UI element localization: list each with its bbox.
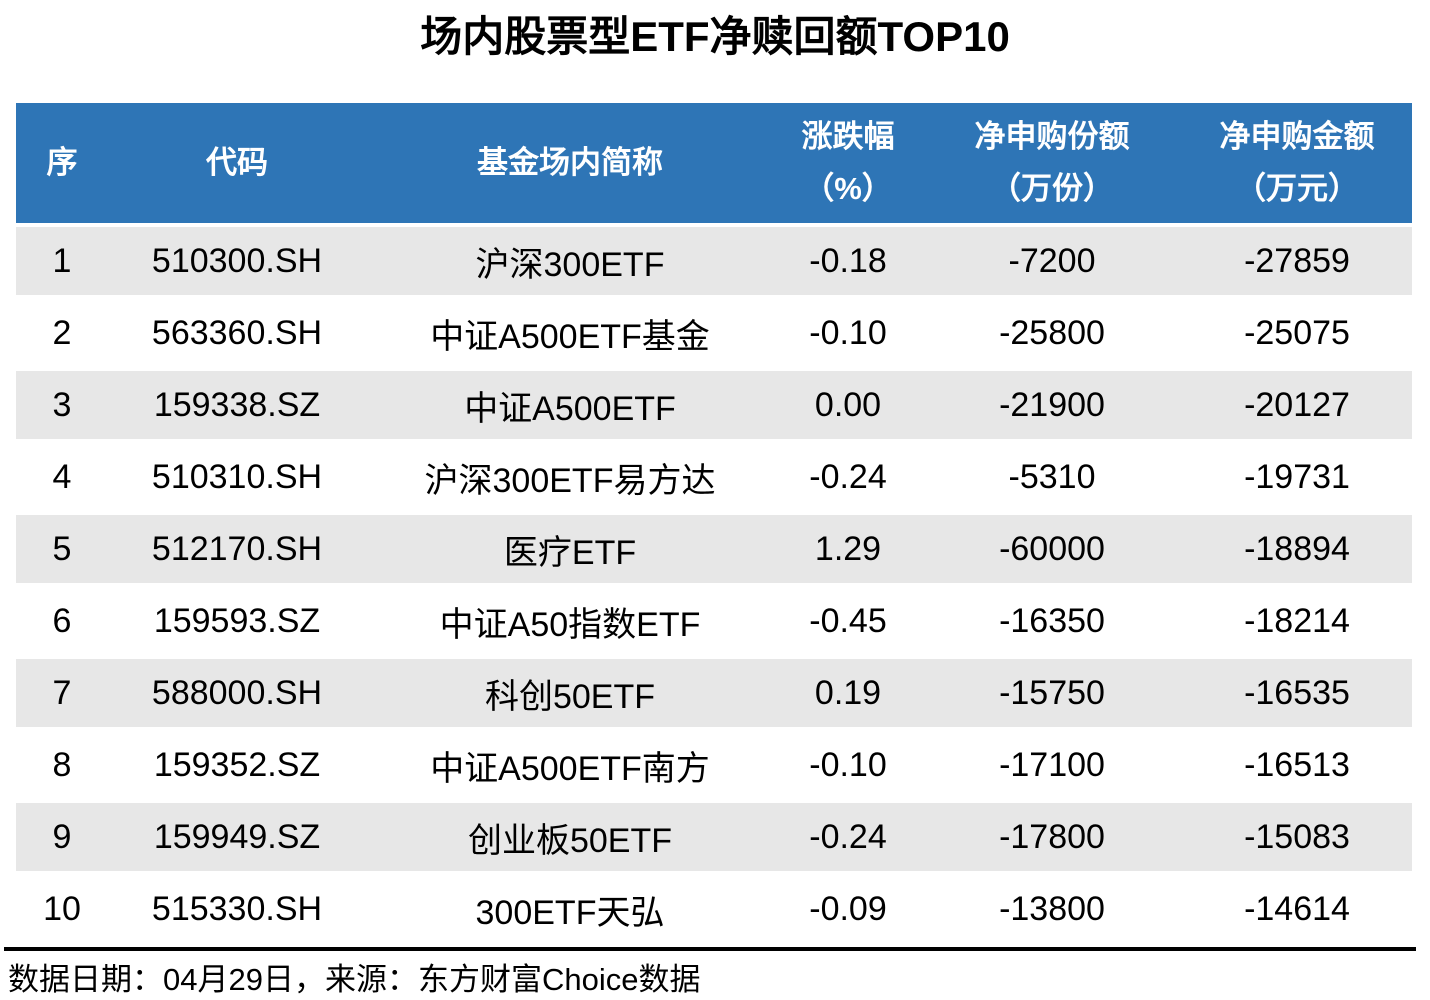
cell-code: 515330.SH bbox=[108, 873, 366, 947]
table-row: 7 588000.SH 科创50ETF 0.19 -15750 -16535 bbox=[16, 657, 1412, 731]
cell-change-pct: -0.18 bbox=[774, 225, 922, 299]
table-body: 1 510300.SH 沪深300ETF -0.18 -7200 -27859 2 56336… bbox=[16, 225, 1412, 947]
etf-redemption-table: 序 代码 基金场内简称 涨跌幅 （%） 净申购份额 （万份） 净申购金额 （万 bbox=[16, 103, 1412, 947]
table-row: 5 512170.SH 医疗ETF 1.29 -60000 -18894 bbox=[16, 513, 1412, 587]
cell-seq: 5 bbox=[16, 513, 108, 587]
col-header-code: 代码 bbox=[108, 103, 366, 227]
cell-net-shares: -16350 bbox=[922, 585, 1182, 659]
cell-name: 沪深300ETF易方达 bbox=[366, 441, 774, 515]
cell-seq: 1 bbox=[16, 225, 108, 299]
cell-net-amount: -18894 bbox=[1182, 513, 1412, 587]
cell-code: 510310.SH bbox=[108, 441, 366, 515]
cell-net-shares: -17800 bbox=[922, 801, 1182, 875]
cell-change-pct: -0.09 bbox=[774, 873, 922, 947]
cell-name: 创业板50ETF bbox=[366, 801, 774, 875]
col-header-net-shares: 净申购份额 （万份） bbox=[922, 103, 1182, 227]
cell-name: 中证A500ETF南方 bbox=[366, 729, 774, 803]
cell-net-amount: -19731 bbox=[1182, 441, 1412, 515]
col-header-code-label: 代码 bbox=[206, 145, 268, 180]
table-row: 10 515330.SH 300ETF天弘 -0.09 -13800 -14614 bbox=[16, 873, 1412, 947]
cell-net-shares: -5310 bbox=[922, 441, 1182, 515]
cell-name: 300ETF天弘 bbox=[366, 873, 774, 947]
cell-name: 中证A500ETF基金 bbox=[366, 297, 774, 371]
cell-net-amount: -25075 bbox=[1182, 297, 1412, 371]
col-header-seq-label: 序 bbox=[46, 145, 78, 180]
cell-code: 512170.SH bbox=[108, 513, 366, 587]
cell-change-pct: -0.10 bbox=[774, 729, 922, 803]
cell-net-amount: -15083 bbox=[1182, 801, 1412, 875]
cell-name: 中证A50指数ETF bbox=[366, 585, 774, 659]
cell-code: 159593.SZ bbox=[108, 585, 366, 659]
cell-net-shares: -13800 bbox=[922, 873, 1182, 947]
table-row: 1 510300.SH 沪深300ETF -0.18 -7200 -27859 bbox=[16, 225, 1412, 299]
col-header-net-amount-unit: （万元） bbox=[1235, 171, 1359, 206]
cell-net-shares: -60000 bbox=[922, 513, 1182, 587]
cell-code: 510300.SH bbox=[108, 225, 366, 299]
cell-change-pct: 0.00 bbox=[774, 369, 922, 443]
cell-name: 科创50ETF bbox=[366, 657, 774, 731]
cell-net-amount: -14614 bbox=[1182, 873, 1412, 947]
col-header-name: 基金场内简称 bbox=[366, 103, 774, 227]
table-header-row: 序 代码 基金场内简称 涨跌幅 （%） 净申购份额 （万份） 净申购金额 （万 bbox=[16, 103, 1412, 227]
cell-name: 沪深300ETF bbox=[366, 225, 774, 299]
cell-net-amount: -16513 bbox=[1182, 729, 1412, 803]
cell-net-amount: -20127 bbox=[1182, 369, 1412, 443]
col-header-net-shares-unit: （万份） bbox=[990, 171, 1114, 206]
cell-code: 159338.SZ bbox=[108, 369, 366, 443]
col-header-net-amount-label: 净申购金额 bbox=[1219, 119, 1375, 154]
table-row: 9 159949.SZ 创业板50ETF -0.24 -17800 -15083 bbox=[16, 801, 1412, 875]
cell-seq: 3 bbox=[16, 369, 108, 443]
cell-net-shares: -25800 bbox=[922, 297, 1182, 371]
cell-change-pct: 0.19 bbox=[774, 657, 922, 731]
col-header-seq: 序 bbox=[16, 103, 108, 227]
cell-code: 588000.SH bbox=[108, 657, 366, 731]
cell-seq: 10 bbox=[16, 873, 108, 947]
table-row: 3 159338.SZ 中证A500ETF 0.00 -21900 -20127 bbox=[16, 369, 1412, 443]
cell-seq: 2 bbox=[16, 297, 108, 371]
cell-code: 159352.SZ bbox=[108, 729, 366, 803]
cell-net-amount: -18214 bbox=[1182, 585, 1412, 659]
col-header-net-amount: 净申购金额 （万元） bbox=[1182, 103, 1412, 227]
cell-net-amount: -27859 bbox=[1182, 225, 1412, 299]
col-header-net-shares-label: 净申购份额 bbox=[974, 119, 1130, 154]
cell-seq: 4 bbox=[16, 441, 108, 515]
cell-change-pct: 1.29 bbox=[774, 513, 922, 587]
col-header-change-pct-unit: （%） bbox=[803, 171, 893, 206]
footer-divider bbox=[4, 947, 1416, 951]
cell-change-pct: -0.24 bbox=[774, 441, 922, 515]
cell-seq: 9 bbox=[16, 801, 108, 875]
col-header-change-pct: 涨跌幅 （%） bbox=[774, 103, 922, 227]
cell-seq: 6 bbox=[16, 585, 108, 659]
table-row: 4 510310.SH 沪深300ETF易方达 -0.24 -5310 -19731 bbox=[16, 441, 1412, 515]
cell-net-amount: -16535 bbox=[1182, 657, 1412, 731]
cell-change-pct: -0.24 bbox=[774, 801, 922, 875]
col-header-name-label: 基金场内简称 bbox=[477, 145, 663, 180]
cell-seq: 7 bbox=[16, 657, 108, 731]
cell-net-shares: -21900 bbox=[922, 369, 1182, 443]
col-header-change-pct-label: 涨跌幅 bbox=[801, 119, 895, 154]
cell-net-shares: -15750 bbox=[922, 657, 1182, 731]
page-title: 场内股票型ETF净赎回额TOP10 bbox=[420, 13, 1010, 60]
cell-seq: 8 bbox=[16, 729, 108, 803]
table-row: 6 159593.SZ 中证A50指数ETF -0.45 -16350 -18214 bbox=[16, 585, 1412, 659]
cell-code: 563360.SH bbox=[108, 297, 366, 371]
data-source-note: 数据日期：04月29日，来源：东方财富Choice数据 bbox=[8, 962, 701, 997]
cell-name: 中证A500ETF bbox=[366, 369, 774, 443]
cell-change-pct: -0.45 bbox=[774, 585, 922, 659]
cell-code: 159949.SZ bbox=[108, 801, 366, 875]
cell-net-shares: -7200 bbox=[922, 225, 1182, 299]
table-row: 2 563360.SH 中证A500ETF基金 -0.10 -25800 -25075 bbox=[16, 297, 1412, 371]
cell-change-pct: -0.10 bbox=[774, 297, 922, 371]
cell-net-shares: -17100 bbox=[922, 729, 1182, 803]
cell-name: 医疗ETF bbox=[366, 513, 774, 587]
table-row: 8 159352.SZ 中证A500ETF南方 -0.10 -17100 -16513 bbox=[16, 729, 1412, 803]
